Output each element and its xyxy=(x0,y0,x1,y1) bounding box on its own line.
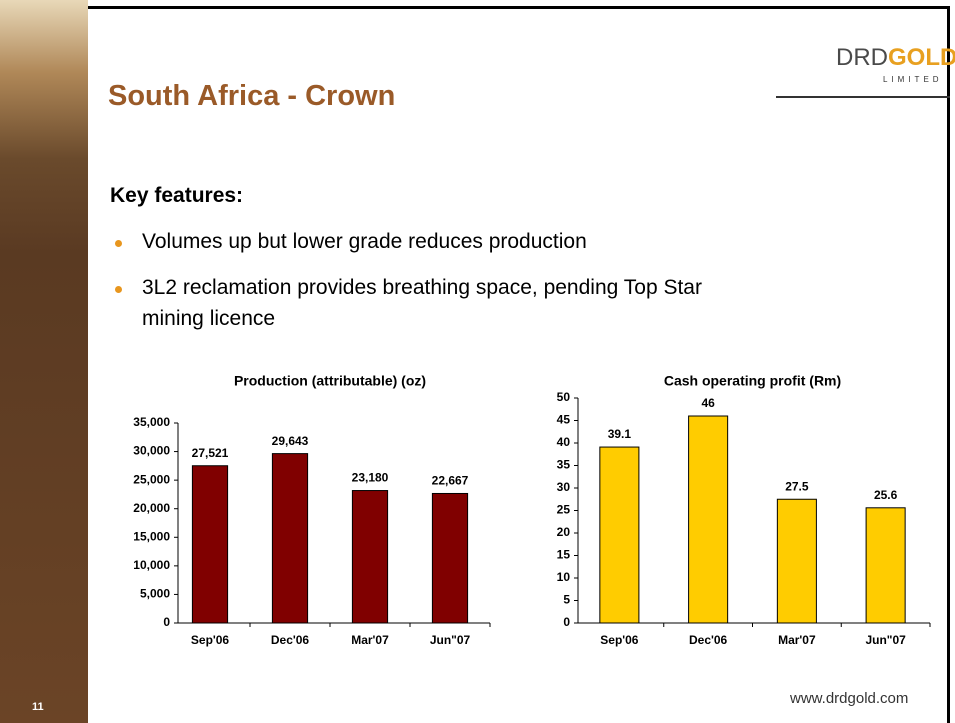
y-tick-label: 0 xyxy=(563,615,570,629)
bar xyxy=(351,490,389,624)
bar xyxy=(776,498,817,624)
bar xyxy=(599,446,640,624)
bullet: Volumes up but lower grade reduces produ… xyxy=(142,230,587,253)
y-tick-label: 5,000 xyxy=(140,587,170,601)
y-tick-label: 35 xyxy=(557,458,571,472)
y-tick-label: 0 xyxy=(163,615,170,629)
slide-title: South Africa - Crown xyxy=(108,80,396,112)
y-tick-label: 40 xyxy=(557,435,571,449)
x-tick-label: Jun"07 xyxy=(430,633,471,647)
bar xyxy=(865,507,906,624)
page-number: 11 xyxy=(32,701,44,713)
logo-text: GOLD xyxy=(888,44,955,71)
y-tick-label: 10,000 xyxy=(133,558,170,572)
y-tick-label: 35,000 xyxy=(133,415,170,429)
bullet: 3L2 reclamation provides breathing space… xyxy=(142,276,702,299)
bullet-dot xyxy=(115,286,122,293)
bar xyxy=(688,415,729,624)
value-label: 27,521 xyxy=(192,446,229,460)
y-tick-label: 15,000 xyxy=(133,529,170,543)
footer-url: www.drdgold.com xyxy=(790,690,909,707)
x-tick-label: Dec'06 xyxy=(689,633,728,647)
value-label: 27.5 xyxy=(785,479,809,493)
value-label: 22,667 xyxy=(432,474,469,488)
y-tick-label: 25,000 xyxy=(133,472,170,486)
y-tick-label: 15 xyxy=(557,548,571,562)
value-label: 23,180 xyxy=(352,471,389,485)
y-tick-label: 10 xyxy=(557,570,571,584)
bar xyxy=(431,492,469,624)
y-tick-label: 45 xyxy=(557,413,571,427)
frame-top xyxy=(88,6,950,9)
x-tick-label: Sep'06 xyxy=(191,633,230,647)
bar xyxy=(191,465,229,624)
logo-sub: LIMITED xyxy=(883,75,943,84)
chart-title: Cash operating profit (Rm) xyxy=(664,373,841,389)
y-tick-label: 30,000 xyxy=(133,444,170,458)
value-label: 25.6 xyxy=(874,488,898,502)
side-photo xyxy=(0,0,88,723)
value-label: 39.1 xyxy=(608,427,632,441)
logo-rule xyxy=(776,96,950,98)
value-label: 46 xyxy=(701,396,715,410)
y-tick-label: 20 xyxy=(557,525,571,539)
x-tick-label: Dec'06 xyxy=(271,633,310,647)
bullet-dot xyxy=(115,240,122,247)
bullet: mining licence xyxy=(142,307,276,330)
x-tick-label: Sep'06 xyxy=(600,633,639,647)
value-label: 29,643 xyxy=(272,434,309,448)
y-tick-label: 30 xyxy=(557,480,571,494)
y-tick-label: 50 xyxy=(557,390,571,404)
x-tick-label: Jun"07 xyxy=(865,633,906,647)
y-tick-label: 25 xyxy=(557,503,571,517)
x-tick-label: Mar'07 xyxy=(351,633,389,647)
heading: Key features: xyxy=(110,184,244,207)
y-tick-label: 20,000 xyxy=(133,501,170,515)
bar xyxy=(271,453,309,624)
logo-text: DRD xyxy=(836,44,888,71)
chart-title: Production (attributable) (oz) xyxy=(234,373,426,389)
frame-right xyxy=(947,6,950,723)
logo: DRDGOLD xyxy=(836,44,955,72)
y-tick-label: 5 xyxy=(563,593,570,607)
x-tick-label: Mar'07 xyxy=(778,633,816,647)
